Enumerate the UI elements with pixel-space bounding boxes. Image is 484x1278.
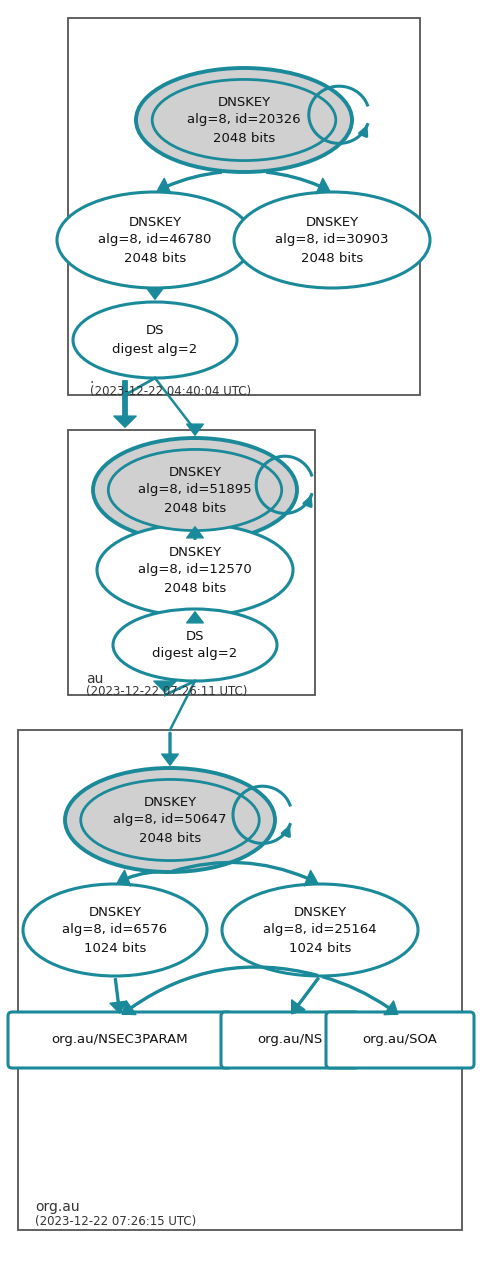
Text: DNSKEY
alg=8, id=25164
1024 bits: DNSKEY alg=8, id=25164 1024 bits (263, 906, 376, 955)
Text: DNSKEY
alg=8, id=51895
2048 bits: DNSKEY alg=8, id=51895 2048 bits (138, 465, 251, 515)
Text: DNSKEY
alg=8, id=6576
1024 bits: DNSKEY alg=8, id=6576 1024 bits (62, 906, 167, 955)
FancyArrowPatch shape (291, 978, 318, 1013)
FancyBboxPatch shape (221, 1012, 358, 1068)
Text: org.au: org.au (35, 1200, 79, 1214)
Ellipse shape (57, 192, 253, 288)
FancyArrowPatch shape (114, 381, 136, 427)
Ellipse shape (152, 79, 335, 161)
Text: DS
digest alg=2: DS digest alg=2 (152, 630, 237, 661)
Ellipse shape (222, 884, 417, 976)
Ellipse shape (97, 524, 292, 616)
Bar (18, 730, 461, 1229)
FancyArrowPatch shape (117, 870, 167, 886)
Text: DNSKEY
alg=8, id=30903
2048 bits: DNSKEY alg=8, id=30903 2048 bits (275, 216, 388, 265)
FancyArrowPatch shape (186, 424, 203, 436)
Ellipse shape (65, 768, 274, 872)
Text: org.au/SOA: org.au/SOA (362, 1034, 437, 1047)
FancyArrowPatch shape (266, 171, 329, 194)
Ellipse shape (73, 302, 237, 378)
Ellipse shape (23, 884, 207, 976)
Bar (68, 429, 314, 695)
FancyArrowPatch shape (172, 861, 317, 886)
Text: (2023-12-22 04:40:04 UTC): (2023-12-22 04:40:04 UTC) (90, 385, 251, 397)
Ellipse shape (233, 192, 429, 288)
FancyArrowPatch shape (186, 527, 203, 539)
FancyArrowPatch shape (146, 288, 163, 299)
Text: .: . (90, 372, 94, 386)
Text: DNSKEY
alg=8, id=50647
2048 bits: DNSKEY alg=8, id=50647 2048 bits (113, 795, 227, 845)
FancyBboxPatch shape (325, 1012, 473, 1068)
FancyArrowPatch shape (322, 976, 397, 1015)
Text: (2023-12-22 07:26:15 UTC): (2023-12-22 07:26:15 UTC) (35, 1215, 196, 1228)
Text: DNSKEY
alg=8, id=12570
2048 bits: DNSKEY alg=8, id=12570 2048 bits (138, 546, 251, 594)
Bar (68, 18, 419, 395)
Ellipse shape (80, 780, 259, 860)
Ellipse shape (113, 610, 276, 681)
FancyArrowPatch shape (186, 612, 203, 622)
Text: DNSKEY
alg=8, id=20326
2048 bits: DNSKEY alg=8, id=20326 2048 bits (187, 96, 300, 144)
FancyArrowPatch shape (157, 171, 221, 194)
Text: au: au (86, 672, 103, 686)
Text: DNSKEY
alg=8, id=46780
2048 bits: DNSKEY alg=8, id=46780 2048 bits (98, 216, 211, 265)
FancyArrowPatch shape (110, 979, 126, 1013)
Ellipse shape (136, 68, 351, 173)
Text: DS
digest alg=2: DS digest alg=2 (112, 325, 197, 355)
Ellipse shape (108, 450, 281, 530)
FancyArrowPatch shape (122, 966, 317, 1015)
Text: org.au/NS: org.au/NS (257, 1034, 322, 1047)
FancyArrowPatch shape (161, 732, 178, 766)
Ellipse shape (93, 438, 296, 542)
Text: org.au/NSEC3PARAM: org.au/NSEC3PARAM (52, 1034, 188, 1047)
Text: (2023-12-22 07:26:11 UTC): (2023-12-22 07:26:11 UTC) (86, 685, 247, 698)
FancyArrowPatch shape (153, 681, 176, 693)
FancyBboxPatch shape (8, 1012, 231, 1068)
